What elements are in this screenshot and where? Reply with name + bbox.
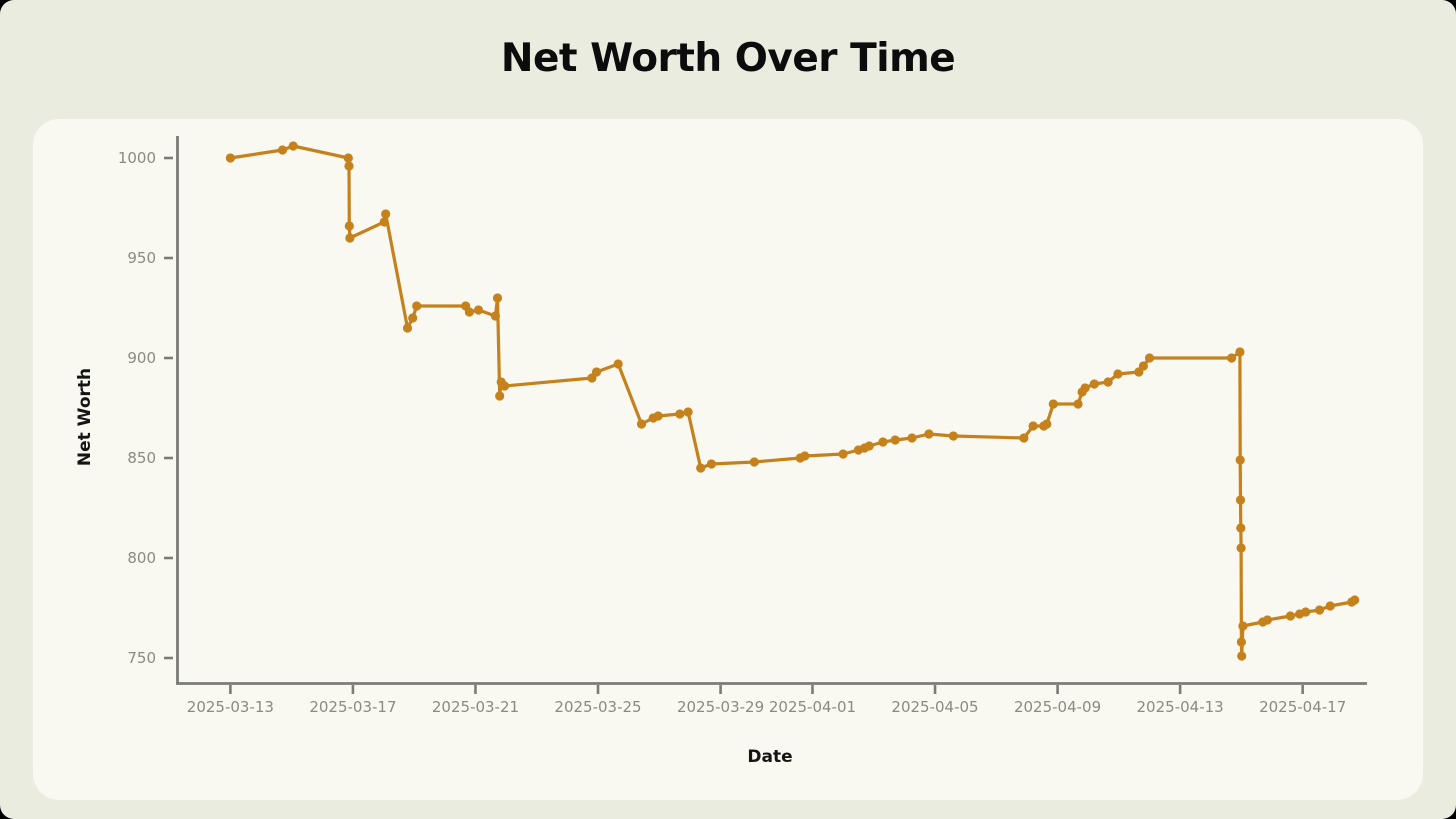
data-point xyxy=(1073,399,1083,409)
y-tick-label: 800 xyxy=(127,549,156,567)
y-tick-label: 850 xyxy=(127,449,156,467)
data-point xyxy=(495,391,505,401)
chart-title: Net Worth Over Time xyxy=(500,36,956,81)
data-point xyxy=(379,217,389,227)
x-tick-label: 2025-03-17 xyxy=(309,698,396,716)
data-point xyxy=(1350,595,1360,605)
data-point xyxy=(1285,611,1295,621)
data-point xyxy=(500,381,510,391)
data-point xyxy=(344,161,354,171)
data-point xyxy=(1236,637,1246,647)
data-point xyxy=(1080,383,1090,393)
data-point xyxy=(1236,543,1246,553)
data-point xyxy=(1235,455,1245,465)
data-point xyxy=(464,307,474,317)
x-tick-label: 2025-04-17 xyxy=(1259,698,1346,716)
data-point xyxy=(1262,615,1272,625)
data-point xyxy=(344,221,354,231)
data-point xyxy=(1301,607,1311,617)
data-point xyxy=(924,429,934,439)
data-point xyxy=(1042,419,1052,429)
data-point xyxy=(706,459,717,469)
x-tick-label: 2025-03-21 xyxy=(432,698,519,716)
data-point xyxy=(1314,605,1325,615)
data-point xyxy=(473,305,484,315)
data-point xyxy=(948,431,959,441)
data-point xyxy=(343,153,353,163)
data-point xyxy=(613,359,623,369)
y-tick-label: 900 xyxy=(127,349,156,367)
data-point xyxy=(1236,523,1246,533)
data-point xyxy=(1235,495,1246,505)
chart-card xyxy=(33,119,1423,800)
data-point xyxy=(890,435,900,445)
y-tick-label: 1000 xyxy=(118,149,156,167)
x-tick-label: 2025-04-13 xyxy=(1137,698,1224,716)
y-tick-label: 950 xyxy=(127,249,156,267)
data-point xyxy=(675,409,685,419)
data-point xyxy=(1089,379,1099,389)
data-point xyxy=(412,301,422,311)
data-point xyxy=(653,411,663,421)
data-point xyxy=(408,313,418,323)
x-tick-label: 2025-03-29 xyxy=(677,698,764,716)
data-point xyxy=(591,367,602,377)
data-point xyxy=(1048,399,1058,409)
x-tick-label: 2025-03-13 xyxy=(187,698,274,716)
data-point xyxy=(1019,433,1029,443)
data-point xyxy=(1103,377,1113,387)
data-point xyxy=(1325,601,1335,611)
data-point xyxy=(1235,347,1245,357)
x-tick-label: 2025-04-09 xyxy=(1014,698,1101,716)
data-point xyxy=(636,419,647,429)
data-point xyxy=(1237,651,1247,661)
data-point xyxy=(490,311,500,321)
data-point xyxy=(1144,353,1155,363)
x-tick-label: 2025-04-01 xyxy=(769,698,856,716)
x-axis-label: Date xyxy=(747,747,793,767)
data-point xyxy=(696,463,706,473)
data-point xyxy=(1227,353,1237,363)
y-tick-label: 750 xyxy=(127,649,156,667)
data-point xyxy=(878,437,888,447)
net-worth-series-line xyxy=(228,144,1357,658)
data-point xyxy=(492,293,503,303)
data-point xyxy=(1238,621,1248,631)
data-point xyxy=(345,233,355,243)
data-point xyxy=(402,323,413,333)
data-point xyxy=(381,209,391,219)
data-point xyxy=(864,441,874,451)
data-point xyxy=(1113,369,1123,379)
y-axis-label: Net Worth xyxy=(75,367,95,467)
data-point xyxy=(749,457,759,467)
data-point xyxy=(683,407,693,417)
data-point xyxy=(800,451,810,461)
x-tick-label: 2025-03-25 xyxy=(554,698,641,716)
x-tick-label: 2025-04-05 xyxy=(891,698,978,716)
data-point xyxy=(225,153,235,163)
data-point xyxy=(1028,421,1038,431)
data-point xyxy=(907,433,917,443)
data-point xyxy=(288,141,298,151)
data-point xyxy=(838,449,848,459)
data-point xyxy=(1138,361,1148,371)
data-point xyxy=(277,145,288,155)
